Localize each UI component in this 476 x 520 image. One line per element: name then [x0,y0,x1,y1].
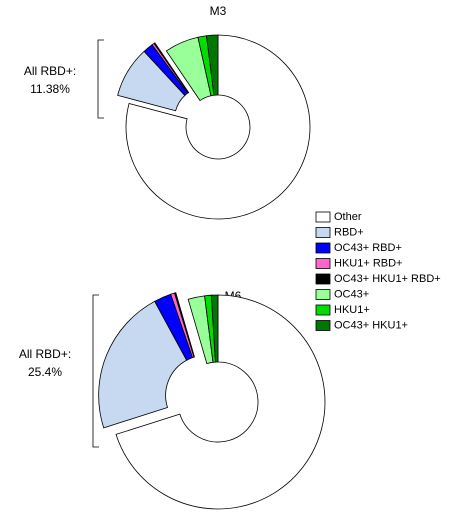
legend-label: HKU1+ RBD+ [334,257,402,269]
bracket [97,39,104,119]
annotation: 25.4% [28,365,62,379]
donut-segment [125,34,311,220]
legend-swatch [315,242,331,254]
legend-swatch [315,227,331,238]
legend-swatch [315,304,331,316]
annotation: All RBD+: [19,347,71,361]
donut-segment [206,34,219,96]
legend-swatch [315,258,331,269]
bracket [92,294,99,448]
legend-label: RBD+ [334,226,364,238]
donut-segment [174,292,195,358]
legend-swatch [315,273,331,285]
legend-swatch [315,211,331,223]
annotation: All RBD+: [24,64,76,78]
donut-segment [210,294,219,363]
chart-title: M3 [210,4,227,18]
legend-label: OC43+ HKU1+ RBD+ [334,273,441,285]
donut-segment [98,300,188,429]
legend-swatch [315,289,331,300]
legend-label: OC43+ HKU1+ [334,319,408,331]
legend-swatch [315,320,331,331]
legend-label: OC43+ RBD+ [334,242,402,254]
legend-label: OC43+ [334,288,369,300]
legend-label: Other [334,211,362,223]
annotation: 11.38% [30,82,70,96]
donut-segment [115,294,326,510]
legend-label: HKU1+ [334,304,370,316]
donut-segment [153,42,190,94]
